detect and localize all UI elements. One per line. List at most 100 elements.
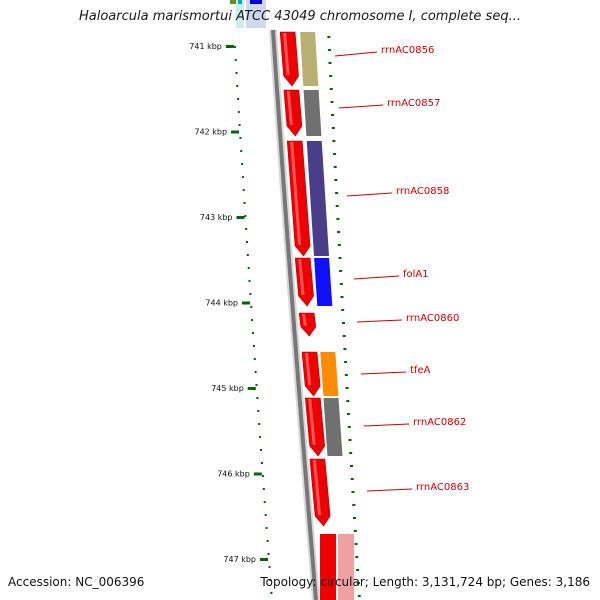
gc-dot bbox=[340, 296, 344, 298]
cog-bar[interactable] bbox=[323, 398, 343, 456]
ruler-dot bbox=[255, 384, 258, 386]
ruler-dot bbox=[259, 436, 262, 438]
gc-dot bbox=[344, 374, 348, 376]
ruler-dot bbox=[262, 488, 265, 490]
cds-highlight bbox=[290, 142, 302, 245]
cds-arrow[interactable] bbox=[298, 312, 317, 337]
label-leader bbox=[360, 371, 407, 375]
gene-label[interactable]: rrnAC0862 bbox=[413, 417, 466, 428]
cds-arrow[interactable] bbox=[279, 31, 299, 87]
ruler-dot bbox=[250, 306, 253, 308]
gc-dot bbox=[337, 244, 341, 246]
ruler-dot bbox=[265, 527, 268, 529]
backbone bbox=[271, 29, 318, 600]
cds-highlight bbox=[298, 259, 305, 295]
ruler-dot bbox=[254, 371, 257, 373]
ruler-label: 742 kbp bbox=[194, 128, 227, 137]
gc-dot bbox=[350, 478, 354, 480]
top-fragment bbox=[250, 0, 262, 4]
ruler-dot bbox=[237, 111, 240, 113]
gc-dot bbox=[335, 192, 339, 194]
cog-bar[interactable] bbox=[306, 141, 329, 256]
cog-bar[interactable] bbox=[320, 352, 339, 396]
ruler-label: 746 kbp bbox=[217, 470, 250, 479]
cds-arrow[interactable] bbox=[294, 257, 314, 307]
gc-dot bbox=[349, 452, 353, 454]
gc-dot bbox=[338, 257, 342, 259]
ruler-dot bbox=[258, 423, 261, 425]
cog-bar[interactable] bbox=[338, 534, 354, 600]
gene-label[interactable]: rrnAC0863 bbox=[416, 482, 469, 493]
cds-highlight bbox=[283, 33, 290, 75]
cog-bar[interactable] bbox=[300, 32, 319, 86]
ruler-dot bbox=[244, 215, 247, 217]
gc-dot bbox=[335, 205, 339, 207]
gc-dot bbox=[331, 127, 335, 129]
gc-dot bbox=[354, 543, 358, 545]
ruler-dot bbox=[248, 280, 251, 282]
gc-dot bbox=[336, 218, 340, 220]
genome-summary: Topology: circular; Length: 3,131,724 bp… bbox=[260, 575, 590, 589]
ruler-dot bbox=[270, 592, 273, 594]
ruler-dot bbox=[236, 85, 239, 87]
cds-arrow[interactable] bbox=[283, 89, 303, 137]
cog-bar[interactable] bbox=[314, 258, 333, 306]
label-leader bbox=[366, 488, 413, 492]
gene-label[interactable]: tfeA bbox=[410, 365, 431, 376]
gene-label[interactable]: rrnAC0860 bbox=[406, 313, 459, 324]
gene-label[interactable]: folA1 bbox=[403, 269, 429, 280]
ruler-dot bbox=[245, 228, 248, 230]
ruler-label: 744 kbp bbox=[205, 299, 238, 308]
cds-arrow[interactable] bbox=[320, 534, 336, 600]
accession-label: Accession: NC_006396 bbox=[8, 575, 145, 589]
cog-bar[interactable] bbox=[303, 90, 322, 136]
ruler-dot bbox=[264, 514, 267, 516]
ruler-dot bbox=[234, 59, 237, 61]
gc-dot bbox=[328, 62, 332, 64]
top-fragment bbox=[238, 0, 242, 4]
ruler-tick bbox=[242, 301, 250, 305]
gene-labels: rrnAC0856 rrnAC0857 rrnAC0858 folA1 rrnAC086… bbox=[334, 45, 469, 493]
gene-label[interactable]: rrnAC0858 bbox=[396, 186, 449, 197]
gene-label[interactable]: rrnAC0857 bbox=[387, 98, 440, 109]
ruler-dot bbox=[268, 566, 271, 568]
ruler-dot bbox=[252, 332, 254, 334]
ruler-dot bbox=[235, 72, 238, 74]
ruler-dot bbox=[242, 189, 245, 191]
gc-dot bbox=[356, 582, 360, 584]
ruler-dot bbox=[266, 540, 269, 542]
ruler-tick bbox=[253, 472, 262, 476]
ruler-dot bbox=[239, 137, 242, 139]
gc-dot bbox=[333, 153, 337, 155]
gc-dot bbox=[352, 504, 356, 506]
gc-dot bbox=[356, 569, 360, 571]
top-fragment bbox=[236, 0, 244, 28]
ruler-dot bbox=[247, 267, 250, 269]
ruler-dot bbox=[251, 319, 254, 321]
ruler-dot bbox=[233, 46, 236, 48]
ruler-dot bbox=[257, 410, 260, 412]
cds-highlight bbox=[286, 91, 293, 125]
ruler-tick bbox=[260, 558, 268, 561]
gc-dot bbox=[341, 309, 345, 311]
ruler-label: 743 kbp bbox=[200, 213, 233, 222]
gc-dot bbox=[334, 179, 338, 181]
ruler-dot bbox=[252, 345, 255, 347]
gc-dot bbox=[350, 465, 353, 467]
ruler-tick bbox=[225, 45, 234, 48]
gc-dot bbox=[342, 335, 346, 337]
label-leader bbox=[356, 319, 403, 323]
gc-dot bbox=[344, 361, 348, 363]
ruler-dot bbox=[238, 124, 241, 126]
cds-arrow[interactable] bbox=[304, 397, 326, 457]
cds-arrow[interactable] bbox=[301, 351, 321, 397]
gene-label[interactable]: rrnAC0856 bbox=[381, 45, 434, 56]
gc-track bbox=[327, 36, 361, 597]
cds-highlight bbox=[312, 460, 322, 515]
gc-dot bbox=[327, 36, 331, 38]
ruler-dot bbox=[241, 163, 244, 165]
cds-highlight bbox=[302, 314, 307, 326]
ruler-dot bbox=[261, 462, 263, 464]
map-title: Haloarcula marismortui ATCC 43049 chromo… bbox=[79, 9, 521, 24]
